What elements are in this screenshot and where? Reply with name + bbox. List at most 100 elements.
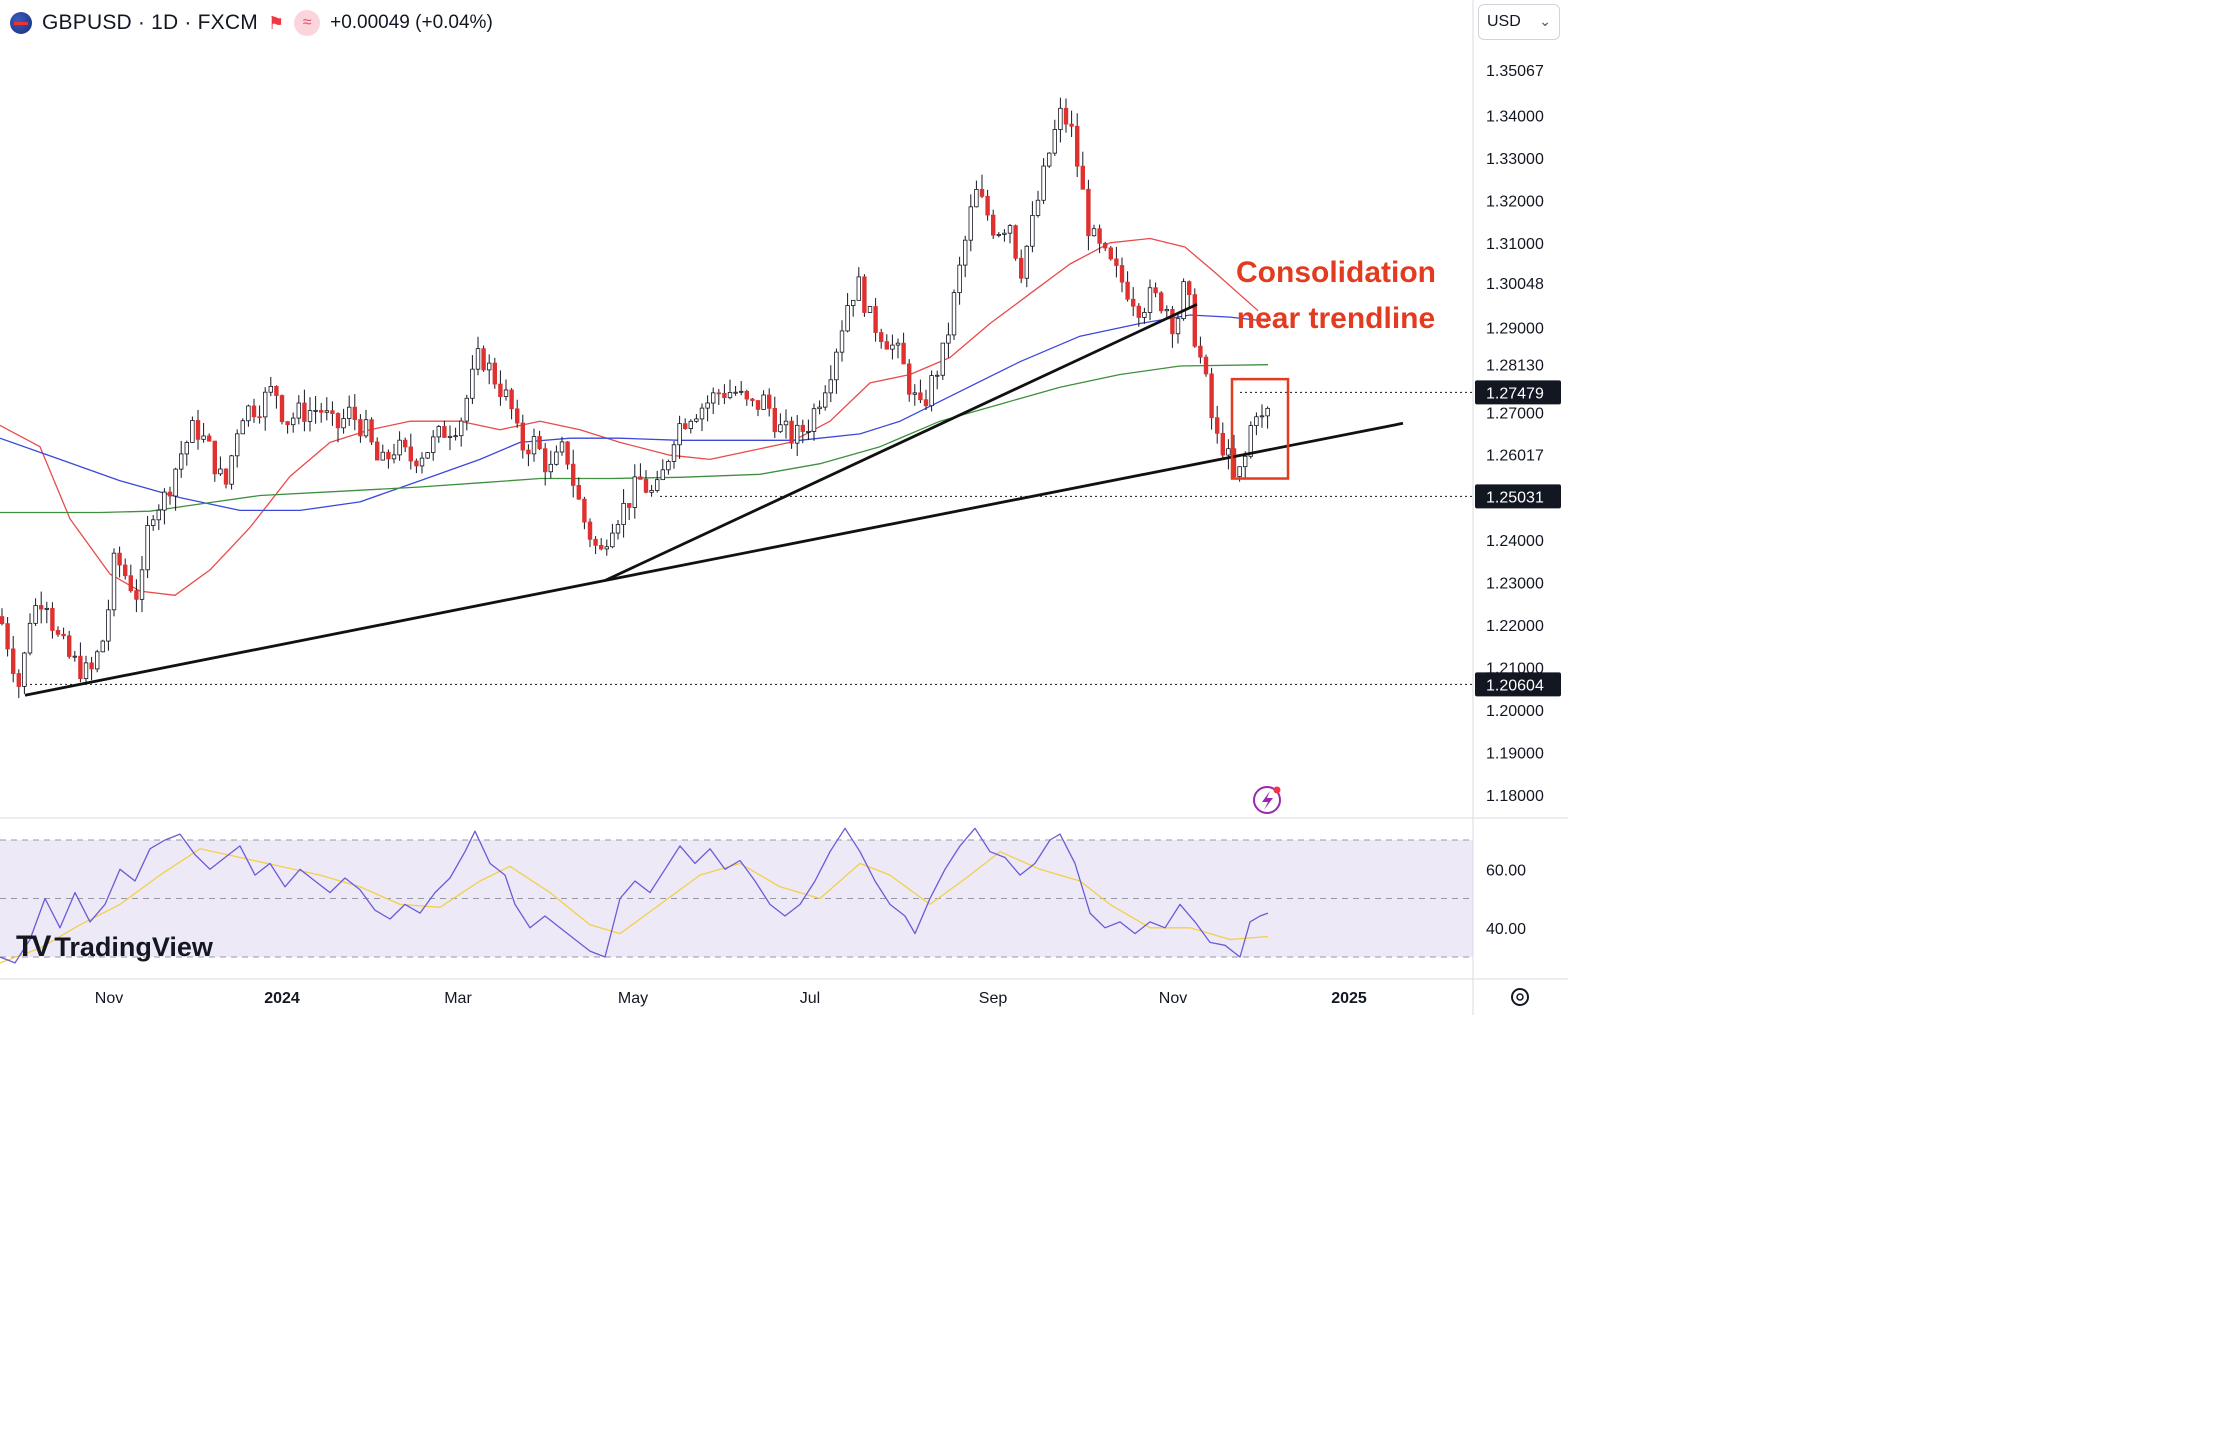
candle-body [615,524,621,534]
candle-body [991,214,996,236]
price-tick-label: 1.34000 [1486,108,1544,125]
candle-body [117,552,122,566]
candle-body [694,418,699,422]
candle-body [1103,242,1108,249]
candle-body [604,546,609,550]
candle-body [795,424,800,444]
candle-body [330,410,335,414]
candle-body [974,189,979,208]
candle-body [1181,281,1186,320]
candle-body [750,398,755,401]
candle-body [1013,225,1018,259]
candle-body [778,424,783,433]
candle-body [1119,265,1125,283]
candle-body [296,402,301,419]
candle-body [346,406,352,419]
price-tick-label: 1.31000 [1486,236,1544,253]
candle-body [190,420,195,443]
candle-body [996,234,1001,236]
candle-body [772,407,777,433]
price-tag-bg [1475,484,1561,509]
candle-body [1142,312,1147,318]
symbol-label[interactable]: GBPUSD · 1D · FXCM [42,11,258,34]
candle-body [1175,318,1181,335]
rsi-tick-label: 40.00 [1486,921,1526,938]
candle-body [1058,107,1063,130]
chevron-down-icon: ⌄ [1539,13,1551,29]
candle-body [576,485,581,500]
logo-name: TradingView [54,931,213,962]
price-tick-label: 1.20000 [1486,703,1544,720]
candle-body [856,276,861,301]
candle-body [486,362,492,371]
price-tick-label: 1.27000 [1486,406,1544,423]
tradingview-logo[interactable]: TV TradingView [16,930,213,964]
candle-body [1215,417,1220,434]
candle-body [1097,228,1102,244]
candle-body [1030,214,1035,247]
candle-body [223,468,229,485]
candle-body [229,455,234,485]
price-tag-label: 1.25031 [1486,489,1544,506]
wave-icon[interactable]: ≈ [294,10,321,36]
candle-body [55,630,61,635]
candle-body [503,389,509,397]
candle-body [884,341,889,350]
candle-body [783,420,789,426]
candle-body [150,519,156,526]
gear-outer [1511,988,1529,1006]
candle-body [335,413,341,429]
candle-body [442,426,447,438]
candle-body [649,490,654,493]
candle-body [520,422,525,451]
red-flag-icon[interactable]: ⚑ [267,12,285,33]
candle-body [727,392,733,399]
candle-body [391,454,397,460]
candle-body [374,441,380,461]
candle-body [811,408,817,432]
candle-body [1007,225,1013,234]
candle-body [257,416,262,419]
candle-body [755,400,761,410]
rsi-signal-line [0,848,1269,964]
candle-body [968,206,973,241]
candle-body [134,590,139,600]
candle-body [923,399,929,407]
price-tick-label: 1.26017 [1486,447,1544,464]
candle-body [498,383,503,397]
candle-body [481,348,486,371]
candle-body [767,394,772,409]
lightning-icon[interactable] [1253,786,1281,814]
gbp-usd-flag-icon [10,12,32,34]
price-tick-label: 1.19000 [1486,746,1544,763]
candle-body [946,334,951,344]
candle-body [1147,287,1153,313]
price-tag-bg [1475,672,1561,697]
candle-body [526,449,531,455]
candle-body [1203,356,1209,375]
candle-body [89,662,94,670]
candle-body [106,609,111,642]
time-axis-label: Nov [1159,990,1187,1007]
candle-body [655,479,660,491]
candle-body [240,420,245,435]
candle-body [515,408,520,424]
time-axis-label: Nov [95,990,123,1007]
candle-body [10,648,16,674]
candle-body [610,532,615,548]
gear-icon[interactable] [1511,988,1529,1006]
currency-select[interactable]: USD ⌄ [1478,4,1560,40]
candle-body [246,405,251,422]
candle-body [839,330,845,353]
notification-dot [1273,786,1281,794]
price-chart[interactable]: 1.35067 1.34000 1.33000 1.32000 1.31000 1.300… [0,0,1568,1015]
candle-body [447,435,453,438]
candle-body [33,605,38,624]
candle-body [279,395,285,423]
ma-mid-line [0,314,1269,512]
candle-body [111,552,117,611]
candle-body [363,419,369,437]
time-axis-label: Mar [444,990,472,1007]
candle-body [22,652,27,687]
candle-body [1170,309,1175,335]
